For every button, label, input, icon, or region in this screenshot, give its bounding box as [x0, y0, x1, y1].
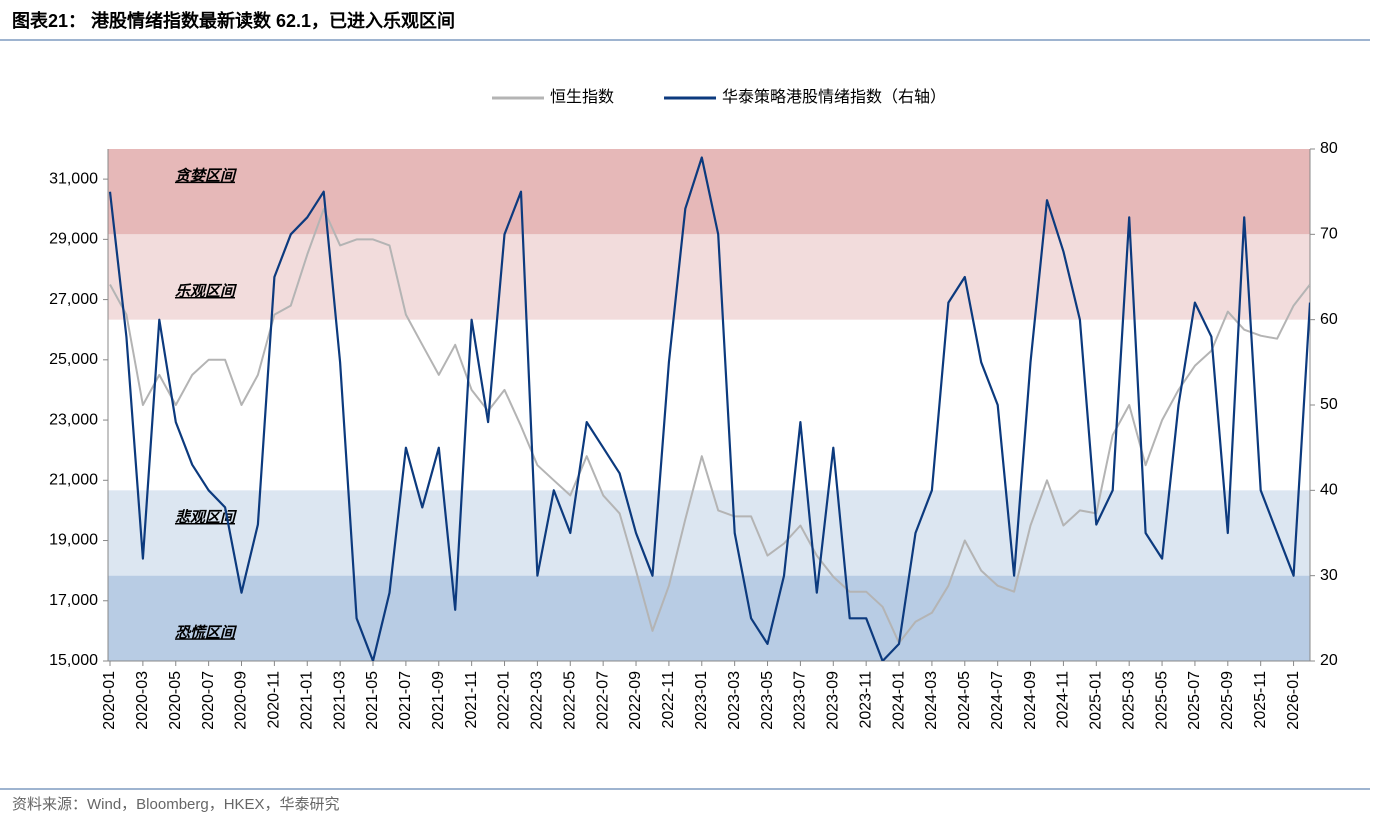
y-tick-label: 25,000 [49, 351, 98, 368]
y2-tick-label: 40 [1320, 482, 1338, 499]
x-tick-label: 2020-09 [233, 671, 250, 730]
zone-label: 贪婪区间 [175, 167, 238, 185]
x-tick-label: 2024-07 [989, 671, 1006, 730]
x-tick-label: 2023-09 [825, 671, 842, 730]
x-tick-label: 2020-01 [101, 671, 118, 730]
zone-band [108, 490, 1310, 576]
x-tick-label: 2025-03 [1120, 671, 1137, 730]
series-line [109, 208, 1310, 644]
zone-label: 乐观区间 [175, 283, 238, 300]
y-tick-label: 27,000 [49, 291, 98, 308]
x-tick-label: 2022-11 [660, 671, 677, 729]
x-tick-label: 2021-11 [463, 671, 480, 729]
y-tick-label: 15,000 [49, 652, 98, 669]
x-tick-label: 2025-11 [1252, 671, 1269, 729]
zone-band [108, 575, 1310, 661]
x-tick-label: 2021-09 [430, 671, 447, 730]
y2-tick-label: 70 [1320, 226, 1338, 243]
x-tick-label: 2022-05 [561, 671, 578, 730]
x-tick-label: 2021-03 [331, 671, 348, 730]
x-tick-label: 2025-05 [1153, 671, 1170, 730]
x-tick-label: 2022-03 [529, 671, 546, 730]
chart-title: 图表21： 港股情绪指数最新读数 62.1，已进入乐观区间 [12, 10, 455, 31]
y-tick-label: 21,000 [49, 472, 98, 489]
zone-label: 悲观区间 [175, 509, 238, 526]
x-tick-label: 2023-07 [792, 671, 809, 730]
y-tick-label: 17,000 [49, 592, 98, 609]
x-tick-label: 2024-09 [1022, 671, 1039, 730]
x-tick-label: 2023-01 [693, 671, 710, 730]
x-tick-label: 2026-01 [1285, 671, 1302, 730]
y-tick-label: 23,000 [49, 411, 98, 428]
x-tick-label: 2024-05 [956, 671, 973, 730]
x-tick-label: 2023-11 [857, 671, 874, 729]
x-tick-label: 2022-01 [496, 671, 513, 730]
y2-tick-label: 20 [1320, 652, 1338, 669]
y2-tick-label: 30 [1320, 567, 1338, 584]
x-tick-label: 2020-05 [167, 671, 184, 730]
x-tick-label: 2023-03 [726, 671, 743, 730]
zone-label: 恐慌区间 [175, 624, 238, 641]
y-tick-label: 19,000 [49, 532, 98, 549]
source-note: 资料来源：Wind，Bloomberg，HKEX，华泰研究 [12, 796, 340, 813]
series-line [108, 156, 1310, 661]
x-tick-label: 2024-01 [890, 671, 907, 730]
y-tick-label: 29,000 [49, 231, 98, 248]
x-tick-label: 2025-09 [1219, 671, 1236, 730]
x-tick-label: 2024-03 [923, 671, 940, 730]
x-tick-label: 2024-11 [1055, 671, 1072, 729]
x-tick-label: 2020-07 [200, 671, 217, 730]
y2-tick-label: 50 [1320, 396, 1338, 413]
zone-band [108, 234, 1310, 320]
x-tick-label: 2025-07 [1186, 671, 1203, 730]
x-tick-label: 2023-05 [759, 671, 776, 730]
y2-tick-label: 60 [1320, 311, 1338, 328]
x-tick-label: 2025-01 [1088, 671, 1105, 730]
x-tick-label: 2021-07 [397, 671, 414, 730]
y2-tick-label: 80 [1320, 140, 1338, 157]
x-tick-label: 2022-07 [594, 671, 611, 730]
y-tick-label: 31,000 [49, 170, 98, 187]
x-tick-label: 2020-03 [134, 671, 151, 730]
x-tick-label: 2020-11 [266, 671, 283, 729]
x-tick-label: 2021-01 [298, 671, 315, 730]
x-tick-label: 2021-05 [364, 671, 381, 730]
legend-label: 恒生指数 [550, 88, 614, 106]
x-tick-label: 2022-09 [627, 671, 644, 730]
legend-label: 华泰策略港股情绪指数（右轴） [722, 88, 946, 106]
